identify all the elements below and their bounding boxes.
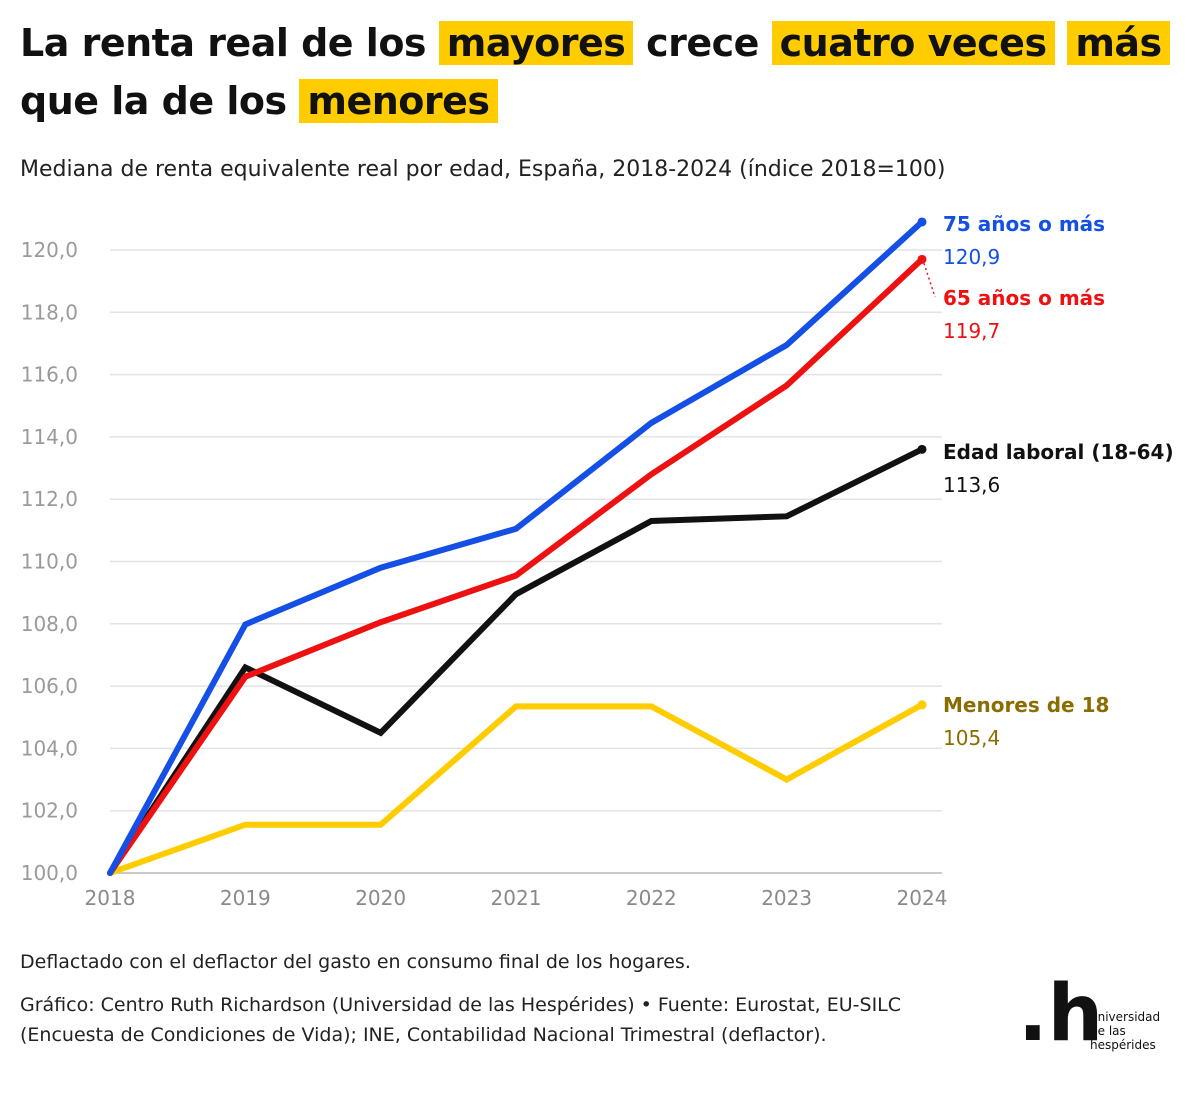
title-text: crece xyxy=(633,21,772,65)
title-text: La renta real de los xyxy=(20,21,439,65)
footnote: Deflactado con el deflactor del gasto en… xyxy=(20,951,691,973)
series-name-label: 75 años o más xyxy=(943,212,1105,236)
y-tick-label: 118,0 xyxy=(21,300,78,324)
title-highlight: cuatro veces xyxy=(771,21,1055,65)
series-value-label: 113,6 xyxy=(943,473,1000,497)
series-end-marker xyxy=(917,444,927,454)
series-name-label: Menores de 18 xyxy=(943,693,1109,717)
series-name-label: Edad laboral (18-64) xyxy=(943,440,1174,464)
label-leader-line xyxy=(923,263,936,298)
y-tick-label: 112,0 xyxy=(21,487,78,511)
series-name-label: 65 años o más xyxy=(943,286,1105,310)
y-tick-label: 104,0 xyxy=(21,736,78,760)
series-line xyxy=(107,446,925,876)
y-tick-label: 116,0 xyxy=(21,363,78,387)
series-value-label: 119,7 xyxy=(943,319,1000,343)
x-tick-label: 2022 xyxy=(626,886,677,910)
series-value-label: 120,9 xyxy=(943,245,1000,269)
title-highlight: mayores xyxy=(438,21,634,65)
logo-line: hespérides xyxy=(1090,1038,1156,1052)
x-tick-label: 2020 xyxy=(355,886,406,910)
y-tick-label: 110,0 xyxy=(21,550,78,574)
y-tick-label: 108,0 xyxy=(21,612,78,636)
logo-line: de las xyxy=(1090,1024,1126,1038)
source-credit: Gráfico: Centro Ruth Richardson (Univers… xyxy=(20,994,902,1046)
series-line xyxy=(107,218,925,876)
y-tick-label: 120,0 xyxy=(21,238,78,262)
y-tick-label: 106,0 xyxy=(21,674,78,698)
series-line xyxy=(107,701,925,876)
x-tick-label: 2019 xyxy=(220,886,271,910)
logo-line: universidad xyxy=(1090,1010,1161,1024)
series-end-marker xyxy=(917,700,927,710)
title-highlight: menores xyxy=(299,79,498,123)
logo-wordmark: universidad de las hespérides xyxy=(1090,1010,1160,1052)
x-tick-label: 2024 xyxy=(897,886,948,910)
series-end-marker xyxy=(917,217,927,227)
y-tick-label: 100,0 xyxy=(21,861,78,885)
university-logo: .h universidad de las hespérides xyxy=(1018,974,1188,1062)
series-value-label: 105,4 xyxy=(943,726,1000,750)
chart-subtitle: Mediana de renta equivalente real por ed… xyxy=(20,157,946,182)
series-end-marker xyxy=(917,254,927,264)
chart-title: La renta real de los mayores crece cuatr… xyxy=(20,14,1180,130)
y-tick-label: 114,0 xyxy=(21,425,78,449)
title-text: que la de los xyxy=(20,79,300,123)
line-chart: 100,0 102,0 104,0 106,0 108,0 110,0 112,0 114,0… xyxy=(21,212,1174,910)
logo-mark: .h xyxy=(1018,969,1104,1059)
title-highlight: más xyxy=(1067,21,1170,65)
x-tick-label: 2023 xyxy=(761,886,812,910)
y-tick-label: 102,0 xyxy=(21,799,78,823)
series-line xyxy=(107,256,925,876)
x-tick-label: 2018 xyxy=(85,886,136,910)
x-tick-label: 2021 xyxy=(491,886,542,910)
